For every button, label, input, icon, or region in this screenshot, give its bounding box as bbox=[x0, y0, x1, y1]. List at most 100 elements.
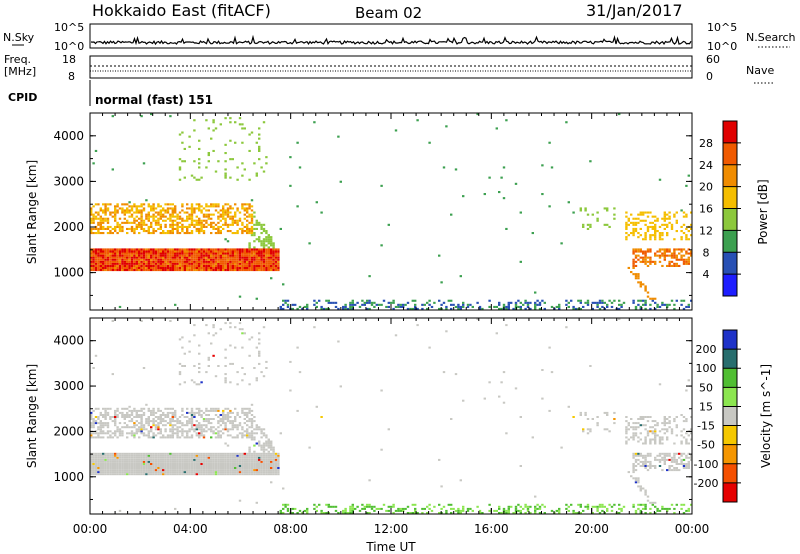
power-cell bbox=[94, 260, 98, 263]
velocity-cell bbox=[586, 432, 590, 435]
power-cell bbox=[250, 227, 254, 230]
velocity-cell bbox=[366, 505, 369, 508]
velocity-cell bbox=[116, 463, 119, 465]
power-cell bbox=[217, 260, 220, 263]
power-cell bbox=[178, 178, 182, 181]
power-cell bbox=[104, 211, 107, 214]
velocity-cell bbox=[111, 469, 114, 472]
power-cell bbox=[210, 258, 213, 261]
velocity-cell bbox=[258, 442, 261, 445]
power-cell bbox=[649, 297, 652, 300]
power-cell bbox=[224, 254, 227, 257]
velocity-cell bbox=[154, 456, 158, 459]
velocity-cell bbox=[92, 409, 95, 412]
velocity-cell bbox=[118, 458, 122, 461]
velocity-cell bbox=[258, 452, 261, 455]
power-cell bbox=[644, 299, 647, 302]
velocity-cell bbox=[368, 505, 371, 508]
velocity-cell bbox=[260, 473, 263, 476]
velocity-cell bbox=[219, 424, 222, 427]
power-cell bbox=[157, 254, 160, 257]
power-cell bbox=[126, 256, 129, 259]
power-cell bbox=[639, 211, 642, 214]
power-cell bbox=[250, 131, 254, 134]
velocity-cell bbox=[99, 430, 102, 433]
velocity-cell bbox=[253, 456, 256, 459]
power-cell bbox=[644, 252, 647, 255]
power-cell bbox=[176, 221, 179, 224]
velocity-cell bbox=[106, 465, 110, 467]
power-cell bbox=[224, 203, 227, 206]
power-cell bbox=[663, 248, 666, 251]
power-cell bbox=[200, 219, 203, 222]
power-cell bbox=[152, 256, 155, 259]
power-cell bbox=[272, 248, 275, 251]
velocity-cell bbox=[248, 467, 251, 469]
power-cell bbox=[685, 252, 688, 255]
power-cell bbox=[262, 258, 266, 261]
velocity-cell bbox=[222, 428, 225, 431]
power-cell bbox=[111, 227, 114, 230]
velocity-cell bbox=[661, 436, 664, 439]
power-cell bbox=[214, 127, 218, 130]
power-cell bbox=[502, 166, 506, 169]
velocity-cell bbox=[272, 458, 275, 461]
power-cell bbox=[603, 301, 606, 304]
power-cell bbox=[104, 227, 107, 230]
power-cell bbox=[188, 207, 191, 210]
power-cell bbox=[224, 168, 227, 171]
power-cell bbox=[250, 234, 254, 237]
power-cell bbox=[217, 262, 220, 265]
power-cell bbox=[193, 219, 196, 222]
power-cell bbox=[164, 252, 167, 255]
velocity-cell bbox=[644, 512, 647, 514]
velocity-cell bbox=[140, 414, 143, 416]
time-axis: 00:00 04:00 08:00 12:00 16:00 20:00 00:00 bbox=[73, 113, 709, 536]
power-cell bbox=[682, 232, 686, 235]
velocity-cell bbox=[627, 428, 630, 431]
power-cell bbox=[94, 250, 98, 253]
velocity-cell bbox=[183, 473, 186, 476]
velocity-cell bbox=[639, 460, 642, 463]
power-cell bbox=[176, 227, 179, 230]
power-cell bbox=[644, 289, 647, 292]
power-cell bbox=[205, 219, 208, 222]
velocity-cell bbox=[188, 454, 191, 457]
power-cell bbox=[130, 252, 134, 255]
power-cell bbox=[255, 264, 258, 267]
velocity-cell bbox=[94, 420, 98, 423]
power-cell bbox=[154, 230, 158, 233]
velocity-cell bbox=[411, 512, 414, 514]
power-cell bbox=[447, 299, 450, 302]
power-cell bbox=[666, 225, 669, 228]
velocity-cell bbox=[253, 416, 256, 418]
power-cell bbox=[207, 154, 210, 157]
power-cell bbox=[106, 258, 110, 261]
velocity-cell bbox=[234, 452, 237, 455]
velocity-cell bbox=[231, 422, 234, 425]
power-cell bbox=[260, 254, 263, 257]
velocity-cell bbox=[243, 430, 246, 433]
power-cell bbox=[138, 232, 141, 235]
power-cell bbox=[121, 266, 124, 269]
power-cell bbox=[666, 232, 669, 235]
velocity-cell bbox=[226, 469, 230, 472]
velocity-cell bbox=[675, 503, 678, 506]
velocity-cell bbox=[210, 436, 213, 439]
power-cell bbox=[229, 256, 232, 259]
velocity-cell bbox=[200, 456, 203, 459]
power-cell bbox=[270, 260, 273, 263]
power-cell bbox=[193, 119, 196, 122]
velocity-cell bbox=[666, 469, 669, 472]
velocity-cell bbox=[577, 503, 580, 506]
power-cell bbox=[169, 260, 172, 263]
velocity-cell bbox=[519, 512, 522, 514]
power-cell bbox=[183, 160, 186, 163]
power-cell bbox=[459, 307, 462, 310]
velocity-cell bbox=[212, 456, 215, 459]
power-cell bbox=[150, 258, 153, 261]
power-cell bbox=[212, 121, 215, 124]
velocity-cell bbox=[145, 454, 148, 457]
power-cell bbox=[190, 174, 194, 177]
velocity-cell bbox=[250, 452, 254, 455]
